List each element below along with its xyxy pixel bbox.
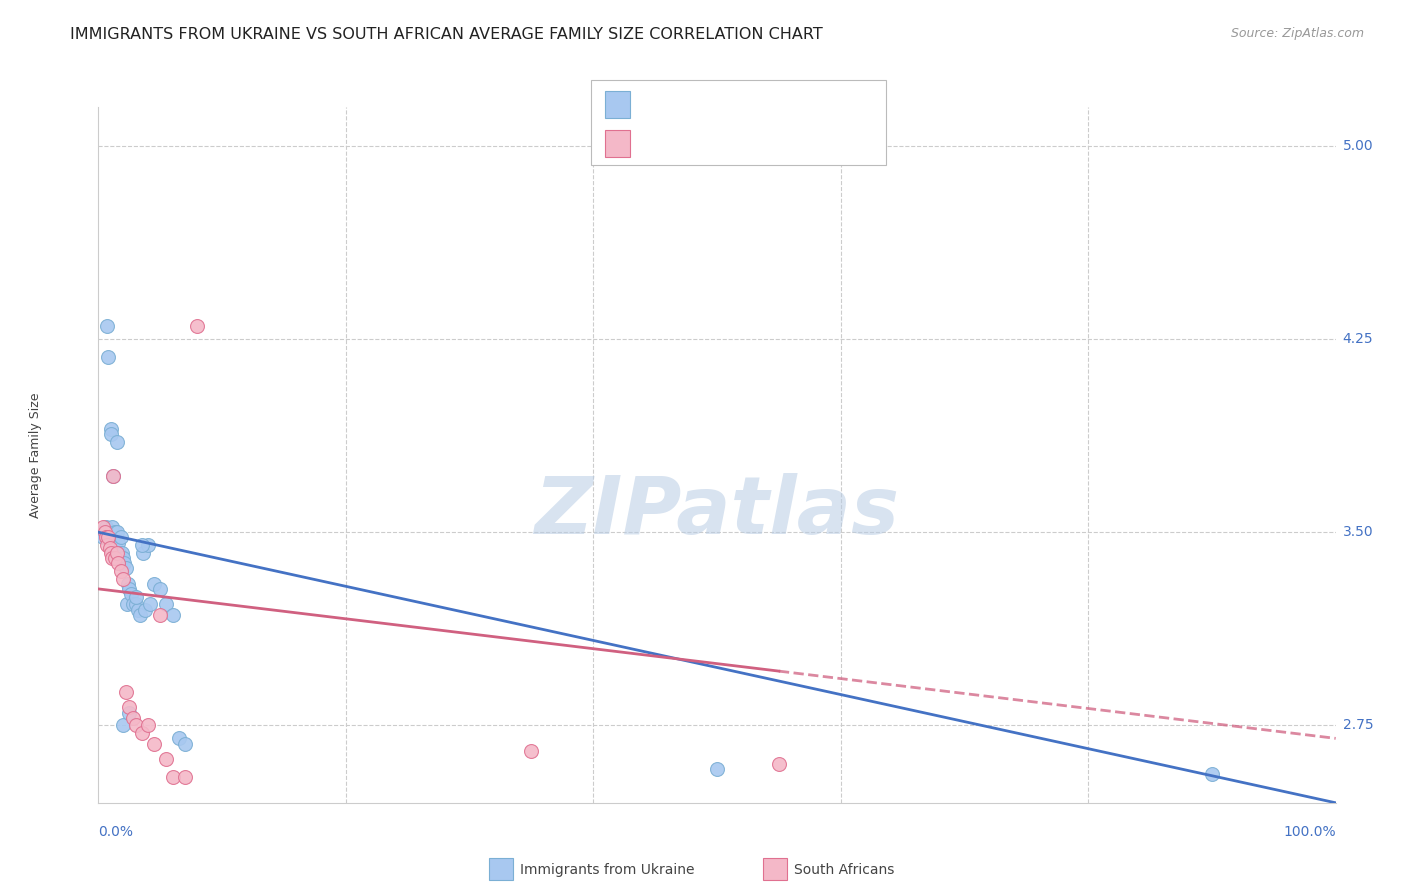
- Point: [129, 607, 152, 622]
- Point: [107, 556, 129, 570]
- Point: [143, 737, 166, 751]
- Point: [118, 706, 141, 720]
- Point: [132, 546, 155, 560]
- Point: [96, 319, 118, 334]
- Point: [139, 598, 162, 612]
- Text: 3.50: 3.50: [1343, 525, 1374, 540]
- Point: [131, 726, 153, 740]
- Point: [107, 535, 129, 549]
- Point: [124, 590, 146, 604]
- Point: [115, 598, 138, 612]
- Point: [112, 718, 135, 732]
- Point: [520, 744, 543, 758]
- Point: [105, 525, 128, 540]
- Text: Source: ZipAtlas.com: Source: ZipAtlas.com: [1230, 27, 1364, 40]
- Point: [186, 319, 208, 334]
- Point: [93, 520, 115, 534]
- Point: [155, 752, 177, 766]
- Point: [100, 546, 122, 560]
- Point: [768, 757, 790, 772]
- Point: [174, 770, 197, 784]
- Point: [162, 607, 184, 622]
- Point: [103, 551, 125, 566]
- Point: [112, 556, 135, 570]
- Text: IMMIGRANTS FROM UKRAINE VS SOUTH AFRICAN AVERAGE FAMILY SIZE CORRELATION CHART: IMMIGRANTS FROM UKRAINE VS SOUTH AFRICAN…: [70, 27, 823, 42]
- Point: [111, 546, 134, 560]
- Point: [105, 435, 128, 450]
- Text: R = -0.124   N = 28: R = -0.124 N = 28: [641, 136, 792, 152]
- Point: [112, 572, 135, 586]
- Point: [118, 582, 141, 596]
- Point: [131, 538, 153, 552]
- Point: [155, 598, 177, 612]
- Point: [127, 602, 149, 616]
- Point: [103, 525, 125, 540]
- Point: [96, 538, 118, 552]
- Text: 4.25: 4.25: [1343, 332, 1374, 346]
- Point: [98, 541, 121, 555]
- Point: [98, 530, 121, 544]
- Point: [110, 530, 132, 544]
- Point: [97, 350, 120, 364]
- Point: [143, 576, 166, 591]
- Point: [103, 468, 125, 483]
- Point: [114, 561, 136, 575]
- Point: [706, 762, 728, 776]
- Point: [94, 520, 117, 534]
- Point: [118, 700, 141, 714]
- Point: [149, 582, 172, 596]
- Point: [174, 737, 197, 751]
- Point: [120, 587, 142, 601]
- Point: [101, 551, 124, 566]
- Point: [93, 530, 115, 544]
- Point: [93, 525, 115, 540]
- Text: 5.00: 5.00: [1343, 138, 1374, 153]
- Text: Immigrants from Ukraine: Immigrants from Ukraine: [520, 863, 695, 877]
- Text: 2.75: 2.75: [1343, 718, 1374, 732]
- Text: Average Family Size: Average Family Size: [28, 392, 42, 517]
- Text: ZIPatlas: ZIPatlas: [534, 473, 900, 550]
- Point: [100, 422, 122, 436]
- Point: [162, 770, 184, 784]
- Point: [105, 546, 128, 560]
- Text: 0.0%: 0.0%: [98, 825, 134, 839]
- Point: [112, 551, 135, 566]
- Point: [117, 576, 139, 591]
- Point: [108, 546, 131, 560]
- Point: [97, 530, 120, 544]
- Point: [110, 564, 132, 578]
- Text: 100.0%: 100.0%: [1284, 825, 1336, 839]
- Point: [124, 718, 146, 732]
- Point: [149, 607, 172, 622]
- Point: [136, 718, 159, 732]
- Point: [101, 520, 124, 534]
- Point: [124, 598, 146, 612]
- Point: [103, 468, 125, 483]
- Text: South Africans: South Africans: [794, 863, 894, 877]
- Point: [100, 427, 122, 442]
- Point: [122, 598, 145, 612]
- Point: [104, 541, 127, 555]
- Point: [122, 711, 145, 725]
- Point: [136, 538, 159, 552]
- Point: [1201, 767, 1223, 781]
- Text: R = -0.551   N = 45: R = -0.551 N = 45: [641, 97, 792, 112]
- Point: [114, 685, 136, 699]
- Point: [94, 530, 117, 544]
- Point: [134, 602, 156, 616]
- Point: [167, 731, 190, 746]
- Point: [93, 525, 115, 540]
